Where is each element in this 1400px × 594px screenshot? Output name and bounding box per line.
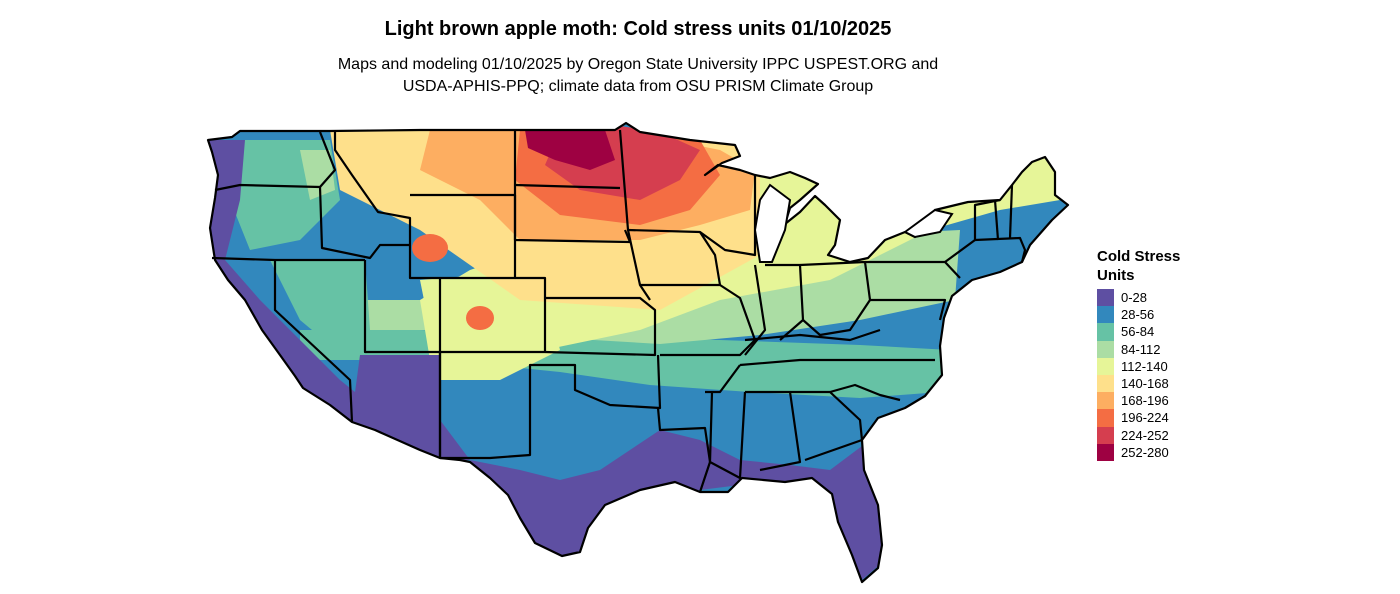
border-missouri [640,283,757,357]
border-nd-sd [514,183,621,190]
legend-swatch [1097,289,1114,307]
lake-michigan [753,183,792,263]
band-0-28-west [208,140,470,460]
legend-item: 140-168 [1097,374,1217,393]
border-new-mexico [438,352,545,460]
legend-item: 196-224 [1097,409,1217,427]
border-vermont [993,199,1000,241]
legend-title: Cold Stress Units [1097,248,1181,284]
border-illinois-in [744,264,767,356]
legend-label: 56-84 [1121,324,1155,340]
legend-label: 112-140 [1121,358,1168,374]
border-iowa-il [699,231,722,286]
border-mississippi [708,391,747,480]
legend-item: 168-196 [1097,392,1217,410]
legend-swatch [1097,392,1114,410]
subtitle-line-1: Maps and modeling 01/10/2025 by Oregon S… [337,56,939,73]
border-georgia [790,390,864,462]
legend-label: 168-196 [1121,393,1169,409]
legend-item: 84-112 [1097,340,1217,358]
border-nh-me [1008,184,1014,239]
state-boundaries [206,121,1070,584]
legend-label: 0-28 [1121,290,1148,306]
legend-swatch [1097,323,1114,341]
band-252-280 [525,130,615,170]
legend-label: 196-224 [1121,410,1169,426]
border-ohio [799,260,872,337]
legend-swatch [1097,443,1114,461]
great-lakes [753,183,954,263]
border-pa-md [870,298,947,321]
legend-swatch [1097,374,1114,393]
legend-item: 112-140 [1097,357,1217,375]
lake-ontario [903,208,954,239]
hotspot-colorado [466,306,494,330]
legend-item: 224-252 [1097,426,1217,444]
border-tn-nc [739,358,935,367]
legend: Cold Stress Units 0-28 28-56 56-84 84-112 11… [1097,247,1217,461]
border-arkansas [705,364,741,394]
border-idaho [318,131,412,260]
border-oklahoma [545,354,662,410]
legend-label: 224-252 [1121,427,1169,443]
legend-swatch [1097,306,1114,324]
border-indiana-oh [765,263,805,341]
legend-swatch [1097,357,1114,375]
border-ca-nv [273,260,354,423]
hotspot-wyoming [412,234,448,262]
legend-item: 28-56 [1097,306,1217,324]
legend-swatch [1097,426,1114,444]
legend-item: 252-280 [1097,443,1217,461]
border-texas-east [656,407,712,493]
border-new-york [944,198,1001,263]
legend-item: 56-84 [1097,323,1217,341]
legend-label: 84-112 [1121,341,1161,357]
border-sc [829,383,901,402]
band-0-28-arizona [350,355,440,460]
legend-item: 0-28 [1097,289,1217,307]
band-0-28-gulf [470,430,885,582]
legend-swatch [1097,340,1114,358]
legend-label: 28-56 [1121,307,1155,323]
border-kansas [544,296,657,357]
legend-swatch [1097,409,1114,427]
legend-label: 252-280 [1121,444,1169,460]
map-subtitle: Maps and modeling 01/10/2025 by Oregon S… [0,54,1276,98]
map-title: Light brown apple moth: Cold stress unit… [384,18,892,40]
border-alabama [745,390,802,472]
border-kentucky [744,328,881,342]
border-dakotas-east [618,129,651,301]
legend-items: 0-28 28-56 56-84 84-112 112-140 140-168 168-19… [1097,289,1217,461]
band-56-84-greatbasin [270,260,370,345]
subtitle-line-2: USDA-APHIS-PPQ; climate data from OSU PR… [402,78,874,95]
legend-label: 140-168 [1121,376,1169,392]
cold-stress-raster [208,123,1068,582]
